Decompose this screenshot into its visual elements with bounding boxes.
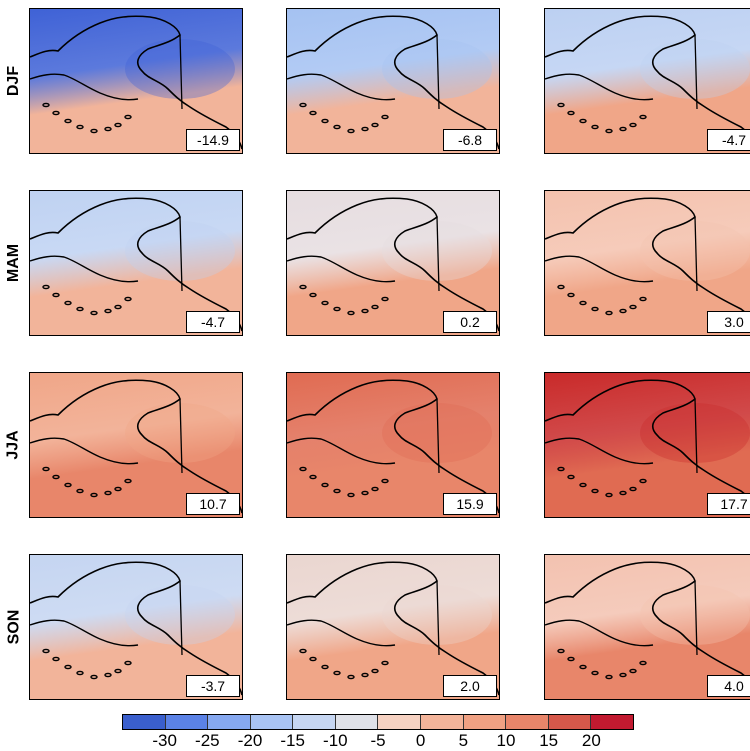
- colorbar-tick-label: -25: [195, 731, 220, 750]
- colorbar-tick-label: 15: [539, 731, 559, 750]
- border-line: [694, 398, 698, 474]
- row-label-mam: MAM: [0, 190, 28, 336]
- coastline: [287, 15, 499, 150]
- map-panel-mam-2: 0.2: [286, 190, 500, 336]
- colorbar-swatch: [421, 715, 464, 729]
- map-panel-jja-2: 15.9: [286, 372, 500, 518]
- panel-value: 15.9: [443, 493, 497, 515]
- map-panel-son-1: -3.7: [29, 554, 243, 700]
- colorbar-swatch: [591, 715, 633, 729]
- colorbar-tick-label: 20: [581, 731, 601, 750]
- border-line: [179, 398, 183, 474]
- map-field: [287, 191, 499, 335]
- row-label-jja: JJA: [0, 372, 28, 518]
- panel-value: 3.0: [707, 311, 750, 333]
- colorbar-swatch: [378, 715, 422, 729]
- map-panel-mam-1: -4.7: [29, 190, 243, 336]
- coastline: [30, 437, 139, 465]
- map-field: [30, 555, 242, 699]
- coastline: [287, 379, 499, 514]
- panel-value: -4.7: [186, 311, 240, 333]
- coastline: [545, 15, 750, 137]
- colorbar-swatch: [165, 715, 209, 729]
- map-field: [287, 555, 499, 699]
- panel-value: -4.7: [707, 129, 750, 151]
- map-panel-jja-3: 17.7: [544, 372, 750, 518]
- colorbar-swatch: [548, 715, 592, 729]
- colorbar-ticks: -30 -25 -20 -15 -10 -5 0 5 10 15 20: [122, 729, 634, 750]
- colorbar-tick-label: 10: [496, 731, 516, 750]
- colorbar-swatch: [208, 715, 251, 729]
- border-line: [179, 216, 183, 292]
- colorbar-tick-label: -20: [237, 731, 263, 750]
- border-line: [436, 580, 440, 656]
- border-line: [436, 34, 440, 110]
- border-line: [179, 580, 183, 656]
- coastline: [545, 197, 750, 319]
- panel-value: 10.7: [186, 493, 240, 515]
- coastline: [30, 255, 139, 283]
- coastline: [545, 379, 750, 501]
- border-line: [694, 580, 698, 656]
- map-panel-djf-3: -4.7: [544, 8, 750, 154]
- coastline: [545, 619, 654, 647]
- map-panel-djf-2: -6.8: [286, 8, 500, 154]
- colorbar-tick-label: -30: [152, 731, 177, 750]
- border-line: [694, 216, 698, 292]
- colorbar: [122, 714, 634, 730]
- colorbar-tick-label: -15: [280, 731, 305, 750]
- row-label-text: JJA: [5, 430, 23, 460]
- border-line: [694, 34, 698, 110]
- colorbar-swatch: [123, 715, 166, 729]
- panel-value: 4.0: [707, 675, 750, 697]
- coastline: [545, 437, 654, 465]
- border-line: [179, 34, 183, 110]
- row-label-djf: DJF: [0, 8, 28, 154]
- coastline: [545, 255, 654, 283]
- map-panel-son-3: 4.0: [544, 554, 750, 700]
- panel-value: 0.2: [443, 311, 497, 333]
- panel-value: -6.8: [443, 129, 497, 151]
- coastline: [30, 561, 242, 696]
- coastline: [30, 619, 139, 647]
- row-label-text: SON: [5, 609, 23, 645]
- colorbar-swatch: [293, 715, 336, 729]
- panel-value: 17.7: [707, 493, 750, 515]
- coastline: [287, 197, 499, 332]
- coastline: [287, 619, 396, 647]
- coastline: [545, 73, 654, 101]
- row-label-text: MAM: [5, 243, 22, 283]
- coastline: [287, 437, 396, 465]
- colorbar-swatch: [335, 715, 379, 729]
- row-label-text: DJF: [5, 65, 23, 97]
- border-line: [436, 398, 440, 474]
- colorbar-tick-label: -10: [323, 731, 348, 750]
- colorbar-tick-label: 0: [415, 731, 426, 750]
- colorbar-swatch: [506, 715, 549, 729]
- coastline: [30, 15, 242, 150]
- colorbar-tick-label: 5: [458, 731, 469, 750]
- panel-value: -3.7: [186, 675, 240, 697]
- coastline: [30, 197, 242, 332]
- panel-value: 2.0: [443, 675, 497, 697]
- coastline: [287, 561, 499, 696]
- row-label-son: SON: [0, 554, 28, 700]
- map-panel-mam-3: 3.0: [544, 190, 750, 336]
- border-line: [436, 216, 440, 292]
- coastline: [287, 255, 396, 283]
- coastline: [30, 379, 242, 514]
- colorbar-swatch: [463, 715, 507, 729]
- coastline: [287, 73, 396, 101]
- panel-value: -14.9: [186, 129, 240, 151]
- colorbar-tick-label: -5: [370, 731, 386, 750]
- map-panel-son-2: 2.0: [286, 554, 500, 700]
- colorbar-swatch: [250, 715, 294, 729]
- map-panel-jja-1: 10.7: [29, 372, 243, 518]
- map-panel-djf-1: -14.9: [29, 8, 243, 154]
- coastline: [545, 561, 750, 683]
- coastline: [30, 73, 139, 101]
